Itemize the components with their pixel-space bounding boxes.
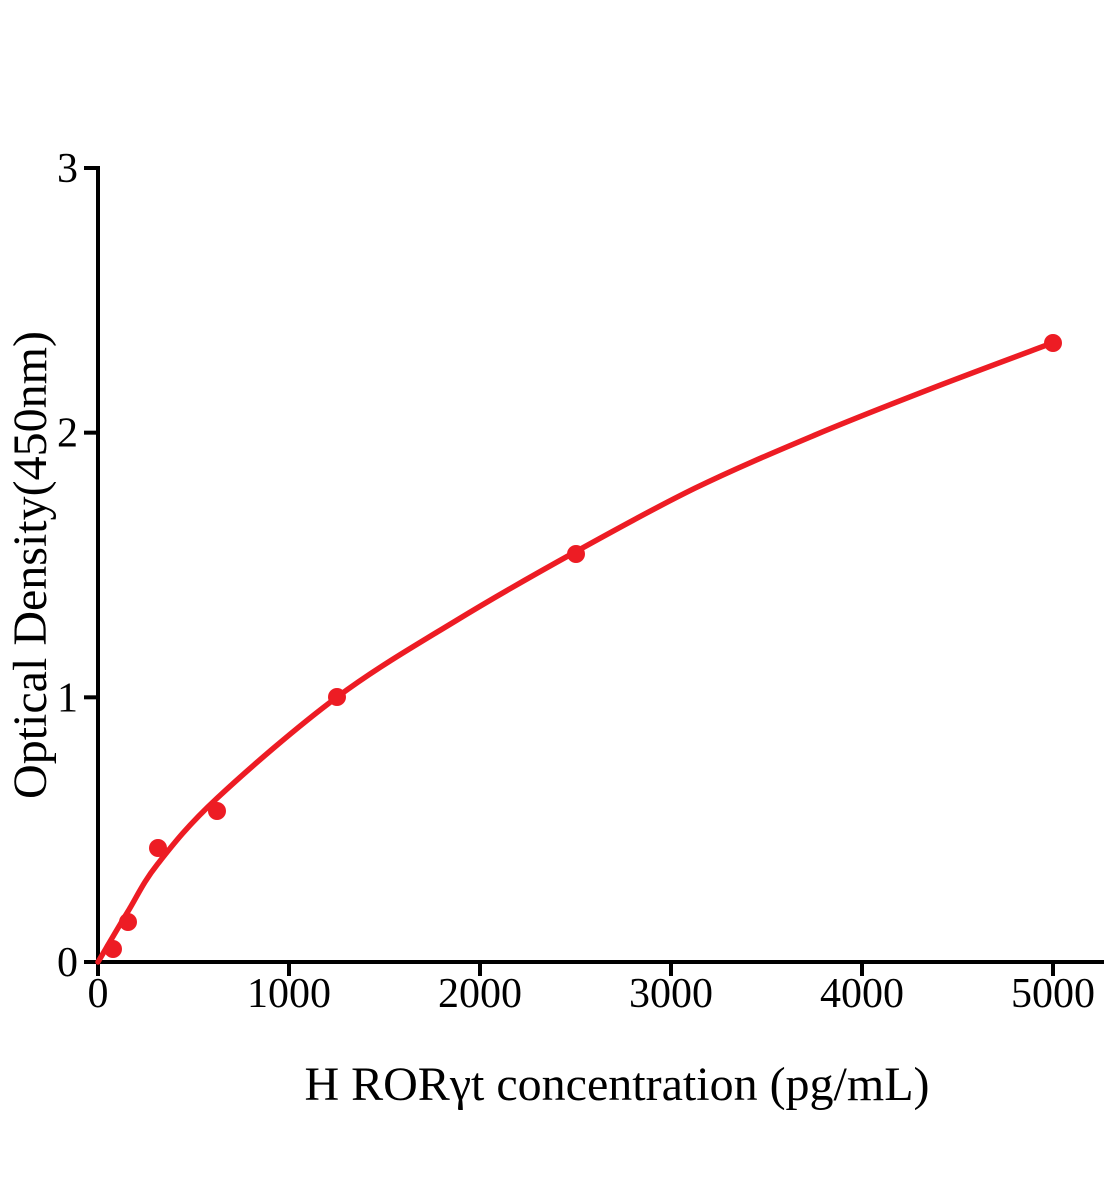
y-axis-title: Optical Density(450nm) <box>4 331 57 799</box>
data-point-marker <box>328 688 346 706</box>
data-point-marker <box>567 545 585 563</box>
x-tick-label: 4000 <box>820 971 904 1017</box>
axis-tick-labels: 0 1000 2000 3000 4000 5000 0 1 2 3 <box>57 146 1095 1017</box>
y-tick-label: 1 <box>57 675 78 721</box>
x-tick-label: 1000 <box>247 971 331 1017</box>
x-tick-label: 2000 <box>438 971 522 1017</box>
x-tick-label: 0 <box>88 971 109 1017</box>
data-points <box>104 334 1062 958</box>
x-tick-label: 5000 <box>1011 971 1095 1017</box>
axis-ticks <box>84 166 1055 976</box>
data-point-marker <box>149 839 167 857</box>
data-point-marker <box>208 802 226 820</box>
data-point-marker <box>119 913 137 931</box>
x-tick-label: 3000 <box>629 971 713 1017</box>
y-tick-label: 2 <box>57 411 78 457</box>
axes <box>85 166 1104 964</box>
fit-curve-line <box>95 339 1056 965</box>
x-axis-title: H RORγt concentration (pg/mL) <box>304 1058 929 1111</box>
y-tick-label: 0 <box>57 940 78 986</box>
data-point-marker <box>1044 334 1062 352</box>
data-point-marker <box>104 940 122 958</box>
y-tick-label: 3 <box>57 146 78 192</box>
